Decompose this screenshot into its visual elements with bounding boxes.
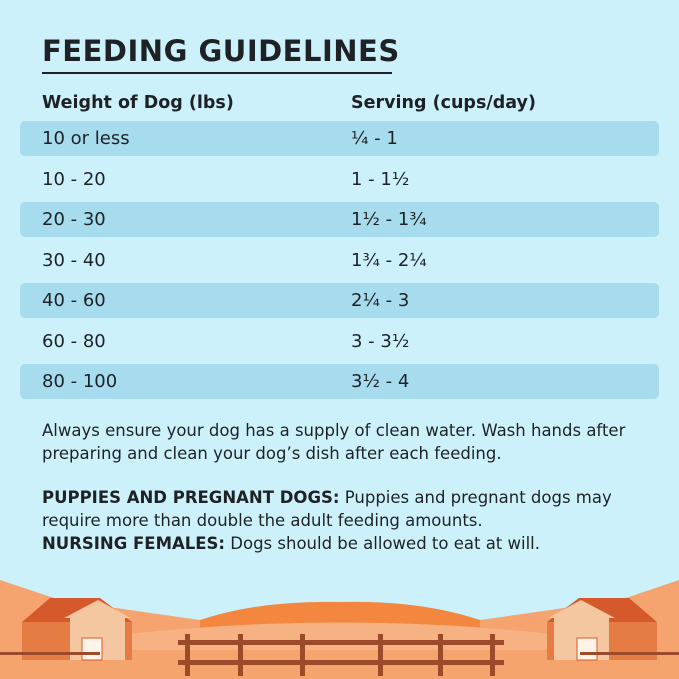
serving-cell: 3 - 3½ <box>351 330 410 352</box>
weight-cell: 30 - 40 <box>42 249 106 271</box>
table-row: 20 - 30 1½ - 1¾ <box>20 202 659 237</box>
header-serving: Serving (cups/day) <box>351 93 536 113</box>
serving-cell: 1½ - 1¾ <box>351 209 427 230</box>
puppies-note: PUPPIES AND PREGNANT DOGS: Puppies and p… <box>42 486 662 532</box>
table-row: 80 - 100 3½ - 4 <box>20 364 659 399</box>
weight-cell: 10 - 20 <box>42 168 106 190</box>
fence-icon <box>0 634 679 676</box>
serving-cell: 2¼ - 3 <box>351 290 410 311</box>
table-row: 10 - 20 1 - 1½ <box>20 162 659 197</box>
weight-cell: 10 or less <box>42 128 130 149</box>
title-underline <box>42 72 392 74</box>
weight-cell: 60 - 80 <box>42 330 106 352</box>
water-note: Always ensure your dog has a supply of c… <box>42 421 626 463</box>
weight-cell: 20 - 30 <box>42 209 106 230</box>
nursing-note: NURSING FEMALES: Dogs should be allowed … <box>42 532 662 555</box>
weight-cell: 80 - 100 <box>42 371 118 392</box>
page-title: FEEDING GUIDELINES <box>42 34 400 68</box>
nursing-text: Dogs should be allowed to eat at will. <box>225 534 541 553</box>
header-weight: Weight of Dog (lbs) <box>42 93 234 113</box>
serving-cell: 1¾ - 2¼ <box>351 249 427 271</box>
weight-cell: 40 - 60 <box>42 290 106 311</box>
serving-cell: 3½ - 4 <box>351 371 410 392</box>
table-row: 40 - 60 2¼ - 3 <box>20 283 659 318</box>
serving-cell: ¼ - 1 <box>351 128 398 149</box>
puppies-label: PUPPIES AND PREGNANT DOGS: <box>42 488 340 507</box>
table-row: 10 or less ¼ - 1 <box>20 121 659 156</box>
table-row: 60 - 80 3 - 3½ <box>20 324 659 359</box>
puppies-text: Puppies and pregnant dogs may require mo… <box>42 488 612 530</box>
nursing-label: NURSING FEMALES: <box>42 534 226 553</box>
table-row: 30 - 40 1¾ - 2¼ <box>20 243 659 278</box>
serving-cell: 1 - 1½ <box>351 168 410 190</box>
farm-illustration <box>0 580 679 679</box>
